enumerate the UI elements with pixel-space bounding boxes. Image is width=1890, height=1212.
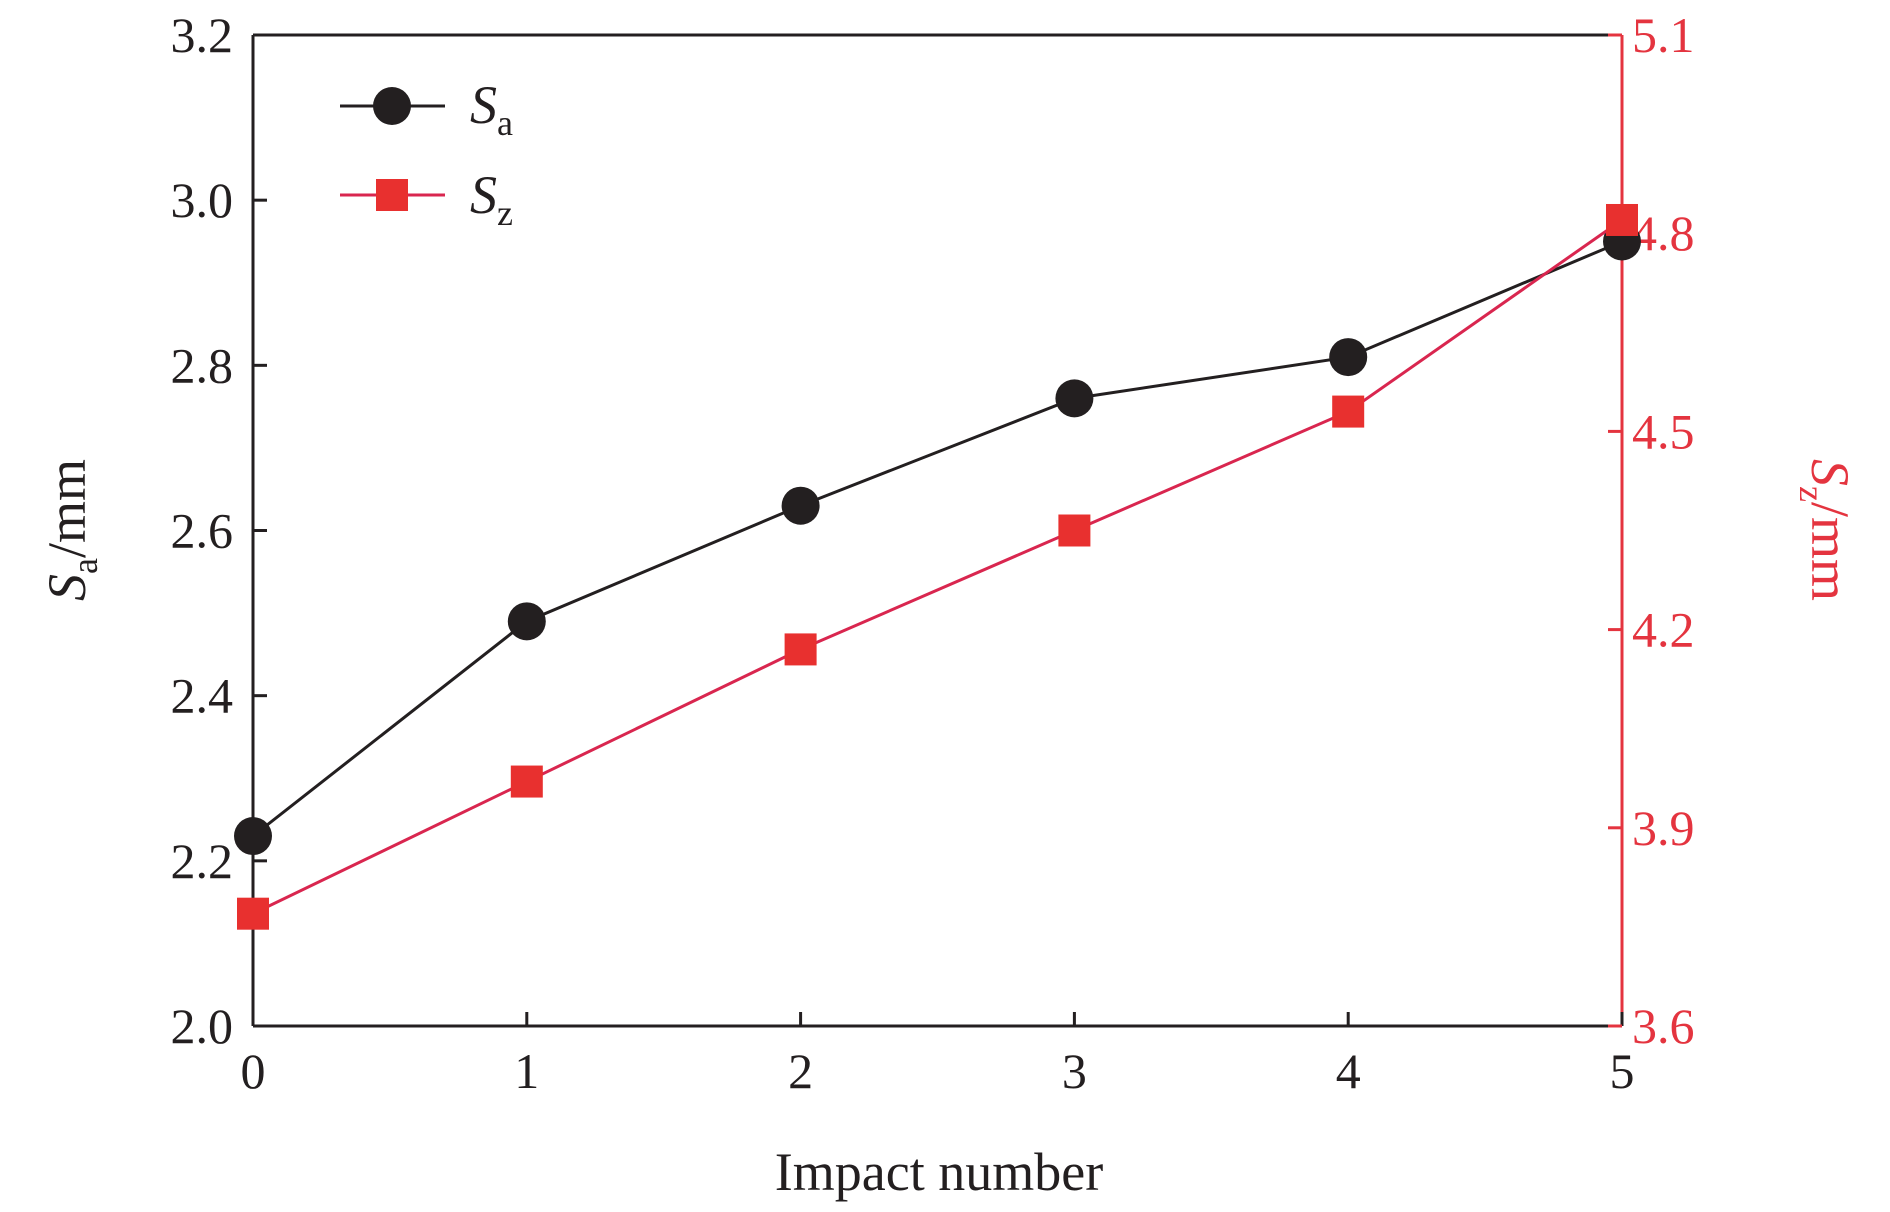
series-sa-line — [252, 240, 1623, 838]
svg-text:Sz/mm: Sz/mm — [1792, 459, 1860, 601]
x-tick-label: 1 — [514, 1043, 539, 1099]
legend-label-sa-subscript: a — [497, 103, 513, 143]
y-left-tick-label: 2.0 — [171, 998, 234, 1054]
series-sa-point — [234, 817, 272, 856]
series-sa-point — [1329, 338, 1368, 377]
y-left-tick-label: 3.0 — [171, 172, 234, 228]
y-left-title-subscript: a — [65, 558, 105, 574]
legend-label-sa-symbol: S — [470, 75, 497, 135]
y-right-title-symbol: S — [1800, 459, 1860, 486]
axes-layer — [251, 33, 1624, 1028]
legend-label-sa: Sa — [470, 75, 513, 143]
y-left-tick-label: 2.6 — [171, 503, 234, 559]
y-right-tick-label: 3.6 — [1632, 998, 1695, 1054]
y-right-title-subscript: z — [1792, 486, 1832, 502]
y-left-tick-label: 2.2 — [171, 833, 234, 889]
legend-sample-sz-marker — [376, 179, 408, 211]
x-tick-label: 5 — [1610, 1043, 1635, 1099]
y-left-tick-label: 2.8 — [171, 337, 234, 393]
x-tick-label: 2 — [788, 1043, 813, 1099]
legend-label-sz-subscript: z — [497, 193, 513, 233]
y-right-tick-label: 5.1 — [1632, 7, 1695, 63]
x-tick-label: 4 — [1336, 1043, 1361, 1099]
y-left-title-symbol: S — [37, 574, 97, 601]
y-right-tick-label: 3.9 — [1632, 800, 1695, 856]
series-sa-point — [507, 602, 546, 641]
series-sz-point — [510, 765, 543, 798]
legend-label-sz-symbol: S — [470, 165, 497, 225]
legend-label-sz: Sz — [470, 165, 513, 233]
x-tick-label: 0 — [241, 1043, 266, 1099]
y-left-axis-title: Sa/mm — [37, 459, 105, 601]
x-axis-title: Impact number — [775, 1142, 1103, 1202]
y-right-tick-label: 4.8 — [1632, 205, 1695, 261]
series-sa-point — [1055, 379, 1094, 418]
series-sz-line — [252, 218, 1623, 916]
legend — [340, 87, 445, 211]
series-layer — [234, 203, 1641, 930]
y-left-tick-label: 3.2 — [171, 7, 234, 63]
series-sz-point — [1058, 514, 1091, 547]
ticks-layer: 0 1 2 3 4 5 2.0 2.2 2.4 2.6 2.8 3.0 3.2 3.6 3.9 4.2 4.5 4… — [171, 7, 1695, 1099]
y-right-tick-label: 4.2 — [1632, 602, 1695, 658]
series-sa-point — [781, 486, 820, 525]
legend-sample-sa-marker — [373, 87, 411, 125]
y-left-tick-label: 2.4 — [171, 668, 234, 724]
x-tick-label: 3 — [1062, 1043, 1087, 1099]
series-sz-point — [784, 633, 817, 666]
series-sz-point — [1332, 395, 1365, 428]
series-sz-point — [1606, 203, 1638, 236]
y-right-title-unit: /mm — [1800, 502, 1860, 601]
y-right-tick-label: 4.5 — [1632, 403, 1695, 459]
series-sz-point — [237, 897, 269, 930]
y-left-title-unit: /mm — [37, 459, 97, 558]
y-right-axis-title: Sz/mm — [1792, 459, 1860, 601]
svg-text:Sa/mm: Sa/mm — [37, 459, 105, 601]
